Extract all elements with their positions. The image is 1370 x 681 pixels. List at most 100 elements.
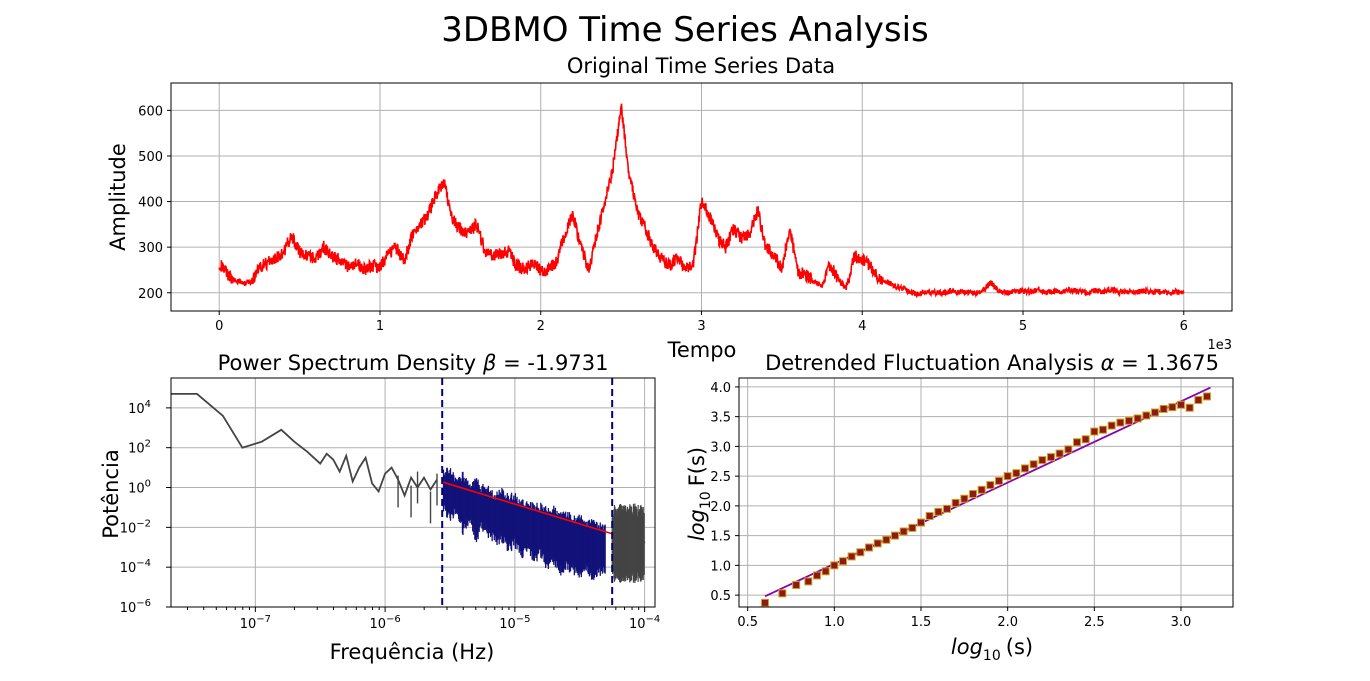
- dfa-xlabel-log: log: [951, 635, 983, 659]
- ts-ticks: 0 1 2 3 4 5 6 200 300 400 500 600: [138, 104, 1188, 334]
- psd-grid: [171, 378, 655, 608]
- dfa-title-greek: α: [1101, 351, 1115, 375]
- ts-ytick-label: 600: [138, 104, 163, 119]
- dfa-point: [925, 511, 934, 520]
- dfa-point: [1107, 421, 1116, 430]
- dfa-ytick-label: 0.5: [710, 589, 731, 604]
- psd-ytick-exponent: −4: [136, 558, 151, 569]
- dfa-xtick-label: 2.5: [1084, 615, 1105, 630]
- dfa-ytick-label: 1.5: [710, 530, 731, 545]
- dfa-point: [1142, 411, 1151, 420]
- ts-grid: [171, 83, 1232, 311]
- dfa-point: [1055, 449, 1064, 458]
- psd-xtick-label: 10−6: [369, 614, 400, 632]
- dfa-point: [1194, 396, 1203, 405]
- psd-ytick-exponent: 0: [145, 479, 151, 490]
- dfa-point: [1133, 414, 1142, 423]
- dfa-xlabel-rest: (s): [1006, 635, 1033, 659]
- dfa-point: [1073, 438, 1081, 447]
- dfa-point: [977, 485, 986, 494]
- dfa-point: [1159, 404, 1168, 413]
- ts-xtick-label: 2: [537, 319, 545, 334]
- psd-panel: Power Spectrum Density β = -1.9731 10−7 10…: [99, 351, 660, 664]
- dfa-point: [943, 504, 951, 513]
- dfa-point: [1116, 418, 1125, 427]
- psd-title-value: = -1.9731: [496, 351, 608, 375]
- dfa-point: [899, 527, 908, 536]
- dfa-xtick-label: 1.0: [824, 615, 845, 630]
- ts-xtick-label: 6: [1180, 319, 1188, 334]
- ts-ylabel: Amplitude: [106, 143, 130, 251]
- figure-title: 3DBMO Time Series Analysis: [441, 10, 929, 50]
- dfa-point: [1038, 456, 1047, 465]
- dfa-panel: Detrended Fluctuation Analysis α = 1.3675…: [685, 351, 1234, 664]
- psd-xtick-base: 10: [499, 617, 516, 632]
- dfa-point: [995, 476, 1003, 485]
- psd-ytick-base: 10: [120, 601, 137, 616]
- time-series-panel: Original Time Series Data 0 1 2 3 4 5 6 200 300 4…: [106, 54, 1233, 362]
- ts-ytick-label: 300: [138, 241, 163, 256]
- dfa-point: [1029, 460, 1038, 469]
- dfa-ticks: 0.5 1.0 1.5 2.0 2.5 3.0 0.5 1.0 1.5 2.0 2.5 3.0 3.5 4…: [710, 381, 1191, 630]
- psd-xtick-exponent: −5: [516, 614, 531, 625]
- dfa-plot-area: [761, 386, 1211, 607]
- dfa-point: [804, 577, 813, 586]
- dfa-ylabel-log: log: [685, 509, 709, 541]
- psd-xtick-base: 10: [629, 617, 646, 632]
- psd-xtick-label: 10−7: [240, 614, 271, 632]
- dfa-point: [917, 518, 925, 527]
- psd-xtick-exponent: −4: [646, 614, 661, 625]
- dfa-point: [813, 571, 821, 580]
- dfa-axes-frame: [738, 377, 1234, 608]
- dfa-xtick-label: 2.0: [997, 615, 1018, 630]
- psd-spectrum-line: [171, 392, 438, 498]
- dfa-point: [934, 507, 943, 516]
- psd-ytick-label: 102: [128, 439, 151, 457]
- psd-xtick-base: 10: [240, 617, 257, 632]
- ts-series-line: [218, 103, 1185, 299]
- dfa-point: [830, 561, 839, 570]
- dfa-point: [908, 523, 917, 532]
- dfa-point: [761, 598, 769, 607]
- psd-ytick-exponent: −2: [136, 518, 151, 529]
- psd-ytick-base: 10: [128, 442, 145, 457]
- dfa-point: [792, 580, 801, 589]
- dfa-point: [1064, 445, 1073, 454]
- psd-plot-area: [171, 378, 646, 607]
- ts-xlabel: Tempo: [667, 338, 737, 362]
- dfa-ylabel: log10 F(s): [685, 447, 714, 541]
- psd-ytick-exponent: 2: [145, 439, 151, 450]
- dfa-xtick-label: 1.5: [911, 615, 932, 630]
- dfa-point: [969, 489, 977, 498]
- psd-ytick-exponent: 4: [145, 399, 151, 410]
- psd-axes-frame: [170, 377, 656, 608]
- dfa-grid: [739, 378, 1233, 607]
- psd-title-greek: β: [482, 351, 496, 375]
- psd-ylabel: Potência: [99, 449, 123, 538]
- dfa-point: [1090, 427, 1099, 436]
- dfa-xlabel-sub: 10: [983, 648, 1001, 664]
- psd-ytick-base: 10: [120, 561, 137, 576]
- psd-title-text: Power Spectrum Density: [218, 351, 476, 375]
- psd-ytick-label: 10−4: [120, 558, 151, 576]
- dfa-ytick-label: 2.0: [710, 500, 731, 515]
- psd-ytick-label: 104: [128, 399, 151, 417]
- psd-ytick-exponent: −6: [136, 598, 151, 609]
- ts-title: Original Time Series Data: [567, 54, 835, 78]
- ts-xtick-label: 4: [858, 319, 866, 334]
- psd-xtick-label: 10−4: [629, 614, 660, 632]
- dfa-point: [1012, 469, 1021, 478]
- dfa-xtick-label: 0.5: [737, 615, 758, 630]
- dfa-xlabel-group: log10 (s): [951, 635, 1033, 664]
- dfa-ytick-label: 4.0: [710, 381, 731, 396]
- dfa-point: [1151, 408, 1159, 417]
- dfa-point: [960, 494, 969, 503]
- dfa-point: [839, 557, 847, 566]
- dfa-point: [1125, 416, 1133, 425]
- psd-ytick-base: 10: [128, 402, 145, 417]
- ts-x-offset-text: 1e3: [1207, 338, 1232, 353]
- dfa-point: [1047, 453, 1055, 462]
- dfa-point: [856, 548, 865, 557]
- psd-ytick-label: 100: [128, 479, 151, 497]
